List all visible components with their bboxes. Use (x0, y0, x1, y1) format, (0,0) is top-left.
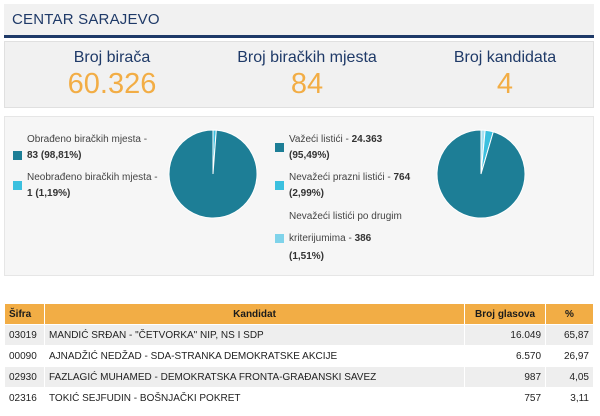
legend-processed-label: Obrađeno biračkih mjesta - (27, 134, 148, 145)
cell-votes: 757 (464, 387, 547, 409)
table-row: 02930 FAZLAGIĆ MUHAMED - DEMOKRATSKA FRO… (4, 366, 594, 388)
legend-blank-pct: (2,99%) (289, 188, 325, 199)
stat-voters-label: Broj birača (73, 49, 151, 66)
cell-percent: 3,11 (545, 387, 594, 409)
cell-votes: 6.570 (464, 345, 547, 367)
legend-processed-value: 83 (98,81%) (27, 150, 82, 161)
table-row: 03019 MANDIĆ SRĐAN - "ČETVORKA" NIP, NS … (4, 324, 594, 346)
legend-valid: Važeći listići - 24.363 (95,49%) (275, 132, 425, 164)
legend-blank: Nevažeći prazni listići - 764 (2,99%) (275, 170, 425, 202)
pie-chart-ballots (436, 129, 526, 219)
legend-unprocessed-value: 1 (1,19%) (27, 188, 71, 199)
cell-votes: 987 (464, 366, 547, 388)
legend-unprocessed-swatch (13, 181, 22, 190)
legend-invalid-other-pct: (1,51%) (289, 251, 325, 262)
legend-valid-value: 24.363 (351, 134, 383, 145)
results-table: Šifra Kandidat Broj glasova % 03019 MAND… (4, 303, 594, 409)
table-row: 00090 AJNADŽIĆ NEDŽAD - SDA-STRANKA DEMO… (4, 345, 594, 367)
cell-code: 03019 (4, 324, 45, 346)
stat-voters-value: 60.326 (67, 68, 157, 100)
cell-code: 02930 (4, 366, 45, 388)
column-header-code[interactable]: Šifra (4, 303, 45, 325)
pie1-slice-1[interactable] (168, 129, 258, 219)
legend-invalid-other-label2: kriterijumima - (289, 233, 352, 244)
cell-candidate: TOKIĆ SEJFUDIN - BOŠNJAČKI POKRET (43, 387, 466, 409)
legend-unprocessed: Neobrađeno biračkih mjesta - 1 (1,19%) (13, 170, 163, 202)
pie-charts-panel: Obrađeno biračkih mjesta - 83 (98,81%) N… (4, 116, 594, 276)
cell-percent: 26,97 (545, 345, 594, 367)
stat-polling-stations-value: 84 (290, 68, 324, 100)
cell-code: 00090 (4, 345, 45, 367)
legend-invalid-other-label: Nevažeći listići po drugim (289, 211, 402, 222)
cell-percent: 65,87 (545, 324, 594, 346)
legend-valid-label: Važeći listići - (289, 134, 349, 145)
legend-blank-swatch (275, 181, 284, 190)
legend-invalid-other-swatch (275, 234, 284, 243)
column-header-votes[interactable]: Broj glasova (464, 303, 547, 325)
legend-valid-pct: (95,49%) (289, 150, 330, 161)
cell-code: 02316 (4, 387, 45, 409)
legend-blank-value: 764 (393, 172, 411, 183)
legend-processed-swatch (13, 151, 22, 160)
cell-candidate: AJNADŽIĆ NEDŽAD - SDA-STRANKA DEMOKRATSK… (43, 345, 466, 367)
stats-panel: Broj birača 60.326 Broj biračkih mjesta … (4, 41, 594, 108)
cell-percent: 4,05 (545, 366, 594, 388)
stat-candidates-label: Broj kandidata (453, 49, 557, 66)
cell-votes: 16.049 (464, 324, 547, 346)
table-row: 02316 TOKIĆ SEJFUDIN - BOŠNJAČKI POKRET … (4, 387, 594, 409)
stat-polling-stations: Broj biračkih mjesta 84 (227, 49, 387, 101)
legend-invalid-other: Nevažeći listići po drugim kriterijumima… (275, 209, 435, 265)
stat-voters: Broj birača 60.326 (37, 49, 187, 101)
stat-candidates-value: 4 (496, 68, 514, 100)
cell-candidate: FAZLAGIĆ MUHAMED - DEMOKRATSKA FRONTA-GR… (43, 366, 466, 388)
column-header-candidate[interactable]: Kandidat (43, 303, 466, 325)
pie-chart-polling-stations (168, 129, 258, 219)
stat-polling-stations-label: Broj biračkih mjesta (237, 49, 377, 66)
legend-blank-label: Nevažeći prazni listići - (289, 172, 391, 183)
column-header-percent[interactable]: % (545, 303, 594, 325)
legend-valid-swatch (275, 143, 284, 152)
legend-invalid-other-value: 386 (354, 233, 372, 244)
municipality-header: CENTAR SARAJEVO (4, 4, 594, 38)
legend-processed: Obrađeno biračkih mjesta - 83 (98,81%) (13, 132, 163, 164)
legend-unprocessed-label: Neobrađeno biračkih mjesta - (27, 172, 158, 183)
stat-candidates: Broj kandidata 4 (425, 49, 585, 101)
results-header-row: Šifra Kandidat Broj glasova % (4, 303, 594, 325)
municipality-title: CENTAR SARAJEVO (12, 11, 160, 28)
pie2-slice-2[interactable] (436, 129, 526, 219)
cell-candidate: MANDIĆ SRĐAN - "ČETVORKA" NIP, NS I SDP (43, 324, 466, 346)
